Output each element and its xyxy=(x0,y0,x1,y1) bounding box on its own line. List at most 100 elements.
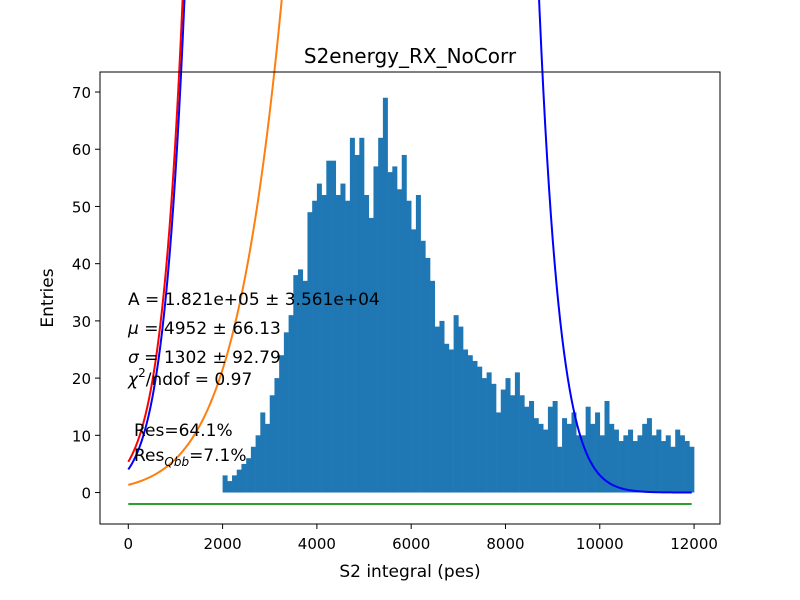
histogram-bar xyxy=(312,200,318,493)
annotation-chi2: χ2/ndof = 0.97 xyxy=(127,366,252,390)
histogram-bar xyxy=(552,400,558,493)
x-axis: 0 2000 4000 6000 8000 10000 12000 xyxy=(124,524,718,553)
histogram-bar xyxy=(425,257,431,493)
y-axis: 0 10 20 30 40 50 60 70 xyxy=(72,84,100,503)
plot-frame xyxy=(99,71,721,525)
y-tick-label: 0 xyxy=(81,485,91,503)
histogram-bar xyxy=(679,435,685,493)
histogram-bar xyxy=(637,435,643,493)
histogram-bar xyxy=(448,349,454,493)
histogram-bar xyxy=(397,189,403,493)
histogram-bar xyxy=(241,463,247,493)
histogram-bar xyxy=(274,378,280,493)
histogram-bar xyxy=(316,183,322,493)
histogram-bar xyxy=(373,166,379,493)
x-tick-label: 10000 xyxy=(576,535,624,553)
histogram-bar xyxy=(269,395,275,493)
histogram-bar xyxy=(547,406,553,493)
histogram-bar xyxy=(651,435,657,493)
histogram-bar xyxy=(543,429,549,493)
histogram-bar xyxy=(232,475,238,493)
histogram-bar xyxy=(496,412,502,493)
histogram-bar xyxy=(387,172,393,493)
histogram-bars xyxy=(222,97,695,493)
histogram-bar xyxy=(646,418,652,493)
histogram-bar xyxy=(689,446,695,493)
histogram-bar xyxy=(406,200,412,493)
histogram-bar xyxy=(227,481,233,493)
histogram-bar xyxy=(661,441,667,493)
histogram-bar xyxy=(359,137,365,493)
histogram-bar xyxy=(288,315,294,493)
histogram-bar xyxy=(444,343,450,493)
histogram-bar xyxy=(609,423,615,493)
histogram-bar xyxy=(265,423,271,493)
histogram-bar xyxy=(415,195,421,493)
histogram-bar xyxy=(557,446,563,493)
histogram-bar xyxy=(349,137,355,493)
histogram-bar xyxy=(392,166,398,493)
histogram-bar xyxy=(481,378,487,493)
annotation-resolution-qbb: ResQbb=7.1% xyxy=(134,446,247,469)
annotation-sigma: σ = 1302 ± 92.79 xyxy=(128,348,281,368)
x-tick-label: 2000 xyxy=(203,535,241,553)
x-tick-label: 4000 xyxy=(298,535,336,553)
y-axis-title: Entries xyxy=(38,268,58,327)
histogram-bar xyxy=(604,400,610,493)
histogram-bar xyxy=(491,383,497,493)
histogram-bar xyxy=(430,280,436,493)
histogram-bar xyxy=(368,217,374,493)
chart-title: S2energy_RX_NoCorr xyxy=(304,44,517,68)
fit-curves xyxy=(127,0,692,505)
x-tick-label: 6000 xyxy=(392,535,430,553)
histogram-bar xyxy=(260,412,266,493)
histogram-bar xyxy=(331,160,337,493)
histogram-bar xyxy=(321,195,327,493)
y-tick-label: 40 xyxy=(72,256,91,274)
histogram-bar xyxy=(623,435,629,493)
y-tick-label: 30 xyxy=(72,313,91,331)
histogram-bar xyxy=(340,183,346,493)
annotation-mean: μ = 4952 ± 66.13 xyxy=(127,319,281,339)
histogram-bar xyxy=(665,435,671,493)
y-tick-label: 70 xyxy=(72,84,91,102)
histogram-bar xyxy=(684,441,690,493)
histogram-bar xyxy=(632,441,638,493)
x-axis-title: S2 integral (pes) xyxy=(339,562,480,582)
y-tick-label: 20 xyxy=(72,370,91,388)
x-tick-label: 12000 xyxy=(670,535,718,553)
histogram-bar xyxy=(562,418,568,493)
histogram-bar xyxy=(670,446,676,493)
histogram-bar xyxy=(255,435,261,493)
histogram-bar xyxy=(463,349,469,493)
histogram-bar xyxy=(326,160,332,493)
histogram-bar xyxy=(307,212,313,493)
histogram-bar xyxy=(246,458,252,493)
histogram-bar xyxy=(590,423,596,493)
histogram-bar xyxy=(486,372,492,493)
histogram-bar xyxy=(500,389,506,493)
y-tick-label: 10 xyxy=(72,427,91,445)
histogram-bar xyxy=(298,269,304,493)
histogram-bar xyxy=(411,229,417,493)
histogram-bar xyxy=(675,429,681,493)
histogram-bar xyxy=(378,137,384,493)
x-tick-label: 8000 xyxy=(486,535,524,553)
histogram-bar xyxy=(222,475,228,493)
histogram-bar xyxy=(613,429,619,493)
histogram-bar xyxy=(364,195,370,493)
histogram-bar xyxy=(514,372,520,493)
annotation-resolution: Res=64.1% xyxy=(134,421,233,441)
histogram-bar xyxy=(642,423,648,493)
histogram-bar xyxy=(420,240,426,493)
histogram-bar xyxy=(618,441,624,493)
histogram-bar xyxy=(519,395,525,493)
histogram-bar xyxy=(656,429,662,493)
histogram-bar xyxy=(401,154,407,493)
y-tick-label: 60 xyxy=(72,141,91,159)
histogram-bar xyxy=(599,435,605,493)
histogram-bar xyxy=(354,154,360,493)
histogram-bar xyxy=(293,275,299,493)
annotation-amplitude: A = 1.821e+05 ± 3.561e+04 xyxy=(128,290,380,310)
histogram-bar xyxy=(566,423,572,493)
